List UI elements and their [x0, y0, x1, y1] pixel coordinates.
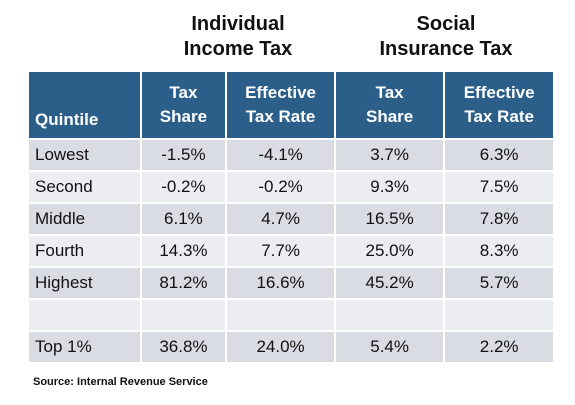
cell: Highest	[27, 266, 142, 300]
column-header: Effective Tax Rate	[225, 70, 336, 140]
cell: 3.7%	[333, 138, 446, 172]
cell: 6.3%	[443, 138, 555, 172]
cell: 7.8%	[443, 202, 555, 236]
column-header-line: Effective	[245, 83, 317, 102]
cell: 81.2%	[139, 266, 228, 300]
column-header-line: Share	[159, 107, 208, 126]
column-header: Tax Share	[139, 70, 228, 140]
cell: 7.7%	[225, 234, 336, 268]
cell	[333, 298, 446, 332]
cell: 45.2%	[333, 266, 446, 300]
group-header-line: Social	[416, 13, 476, 35]
cell: 24.0%	[225, 330, 336, 364]
cell: 25.0%	[333, 234, 446, 268]
group-header: Social Insurance Tax	[336, 12, 556, 62]
cell: -0.2%	[225, 170, 336, 204]
cell: 4.7%	[225, 202, 336, 236]
cell: -0.2%	[139, 170, 228, 204]
column-header-line: Quintile	[35, 110, 99, 129]
column-header-line: Share	[365, 107, 414, 126]
column-header-line: Tax	[375, 83, 404, 102]
column-header: Tax Share	[333, 70, 446, 140]
cell: 14.3%	[139, 234, 228, 268]
column-header: Quintile	[27, 70, 142, 140]
cell	[27, 298, 142, 332]
header-row: Quintile Tax Share Effective Tax Rate Tax Shar…	[27, 70, 555, 140]
group-header-line: Individual	[191, 13, 285, 35]
column-header-line: Tax Rate	[245, 107, 316, 126]
cell: 2.2%	[443, 330, 555, 364]
cell: Lowest	[27, 138, 142, 172]
cell: Middle	[27, 202, 142, 236]
data-row: Lowest -1.5% -4.1% 3.7% 6.3%	[27, 138, 555, 172]
cell: 16.5%	[333, 202, 446, 236]
column-header: Effective Tax Rate	[443, 70, 555, 140]
group-header-line: Insurance Tax	[379, 38, 513, 60]
column-header-line: Tax	[169, 83, 198, 102]
cell: 8.3%	[443, 234, 555, 268]
data-row: Top 1% 36.8% 24.0% 5.4% 2.2%	[27, 330, 555, 364]
tax-table: Quintile Tax Share Effective Tax Rate Tax Shar…	[27, 70, 555, 364]
cell	[139, 298, 228, 332]
group-header-line: Income Tax	[183, 38, 293, 60]
cell	[225, 298, 336, 332]
data-row: Middle 6.1% 4.7% 16.5% 7.8%	[27, 202, 555, 236]
cell: 16.6%	[225, 266, 336, 300]
cell: Top 1%	[27, 330, 142, 364]
cell: 6.1%	[139, 202, 228, 236]
cell: -4.1%	[225, 138, 336, 172]
cell: 9.3%	[333, 170, 446, 204]
group-header: Individual Income Tax	[140, 12, 336, 62]
cell	[443, 298, 555, 332]
cell: -1.5%	[139, 138, 228, 172]
cell: 5.7%	[443, 266, 555, 300]
spacer-row	[27, 298, 555, 332]
data-row: Second -0.2% -0.2% 9.3% 7.5%	[27, 170, 555, 204]
cell: 5.4%	[333, 330, 446, 364]
data-row: Fourth 14.3% 7.7% 25.0% 8.3%	[27, 234, 555, 268]
column-header-line: Effective	[463, 83, 535, 102]
source-note: Source: Internal Revenue Service	[33, 376, 208, 388]
cell: 36.8%	[139, 330, 228, 364]
cell: 7.5%	[443, 170, 555, 204]
cell: Second	[27, 170, 142, 204]
column-header-line: Tax Rate	[464, 107, 534, 126]
cell: Fourth	[27, 234, 142, 268]
data-row: Highest 81.2% 16.6% 45.2% 5.7%	[27, 266, 555, 300]
